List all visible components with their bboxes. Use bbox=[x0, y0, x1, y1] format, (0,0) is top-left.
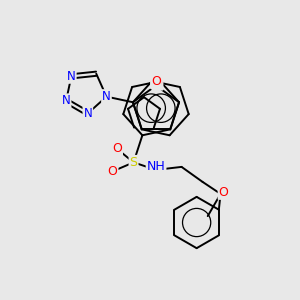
Text: N: N bbox=[67, 70, 76, 83]
Text: N: N bbox=[102, 90, 111, 103]
Text: O: O bbox=[153, 76, 162, 90]
Text: O: O bbox=[219, 186, 229, 199]
Text: O: O bbox=[108, 165, 118, 178]
Text: NH: NH bbox=[147, 160, 165, 173]
Text: N: N bbox=[83, 107, 92, 120]
Text: N: N bbox=[62, 94, 70, 107]
Text: O: O bbox=[112, 142, 122, 155]
Text: S: S bbox=[130, 156, 138, 169]
Text: O: O bbox=[151, 75, 161, 88]
